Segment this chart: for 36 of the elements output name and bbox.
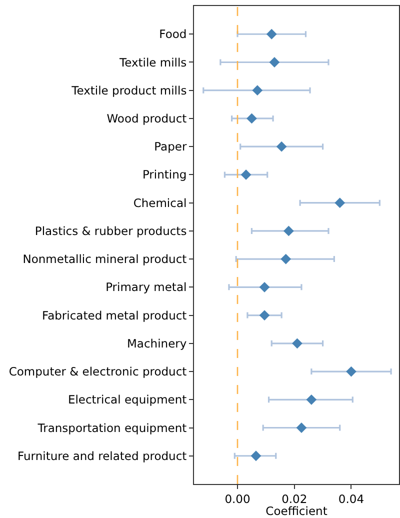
point <box>246 113 257 124</box>
y-tick-label: Printing <box>142 168 187 182</box>
point <box>296 422 307 433</box>
x-tick-label: 0.04 <box>338 492 364 506</box>
y-tick-label: Primary metal <box>106 280 187 294</box>
point <box>259 282 270 292</box>
y-tick-label: Electrical equipment <box>68 392 188 407</box>
point <box>283 226 294 236</box>
y-tick-label: Machinery <box>127 336 187 350</box>
point <box>334 198 346 208</box>
y-tick-label: Transportation equipment <box>36 420 188 435</box>
point <box>240 170 252 180</box>
x-tick-label: 0.02 <box>282 492 308 506</box>
y-tick-label: Textile mills <box>118 55 187 70</box>
x-axis-title: Coefficient <box>266 504 328 518</box>
y-tick-label: Computer & electronic product <box>8 364 188 379</box>
y-tick-label: Nonmetallic mineral product <box>22 252 188 266</box>
point <box>276 141 287 152</box>
point <box>259 310 270 320</box>
point <box>269 57 280 68</box>
point <box>280 254 292 264</box>
y-tick-label: Textile product mills <box>70 83 187 98</box>
x-tick-label: 0.00 <box>224 492 250 506</box>
y-tick-label: Furniture and related product <box>18 448 188 463</box>
point <box>292 338 302 349</box>
y-tick-label: Food <box>159 27 187 42</box>
point <box>252 85 263 96</box>
y-tick-label: Fabricated metal product <box>42 308 188 322</box>
y-tick-label: Plastics & rubber products <box>34 224 187 238</box>
point <box>306 394 317 405</box>
y-tick-label: Wood product <box>106 111 188 126</box>
y-tick-label: Chemical <box>133 196 187 210</box>
point <box>266 28 277 40</box>
point <box>250 450 262 462</box>
y-tick-label: Paper <box>154 140 187 154</box>
point <box>346 366 356 377</box>
